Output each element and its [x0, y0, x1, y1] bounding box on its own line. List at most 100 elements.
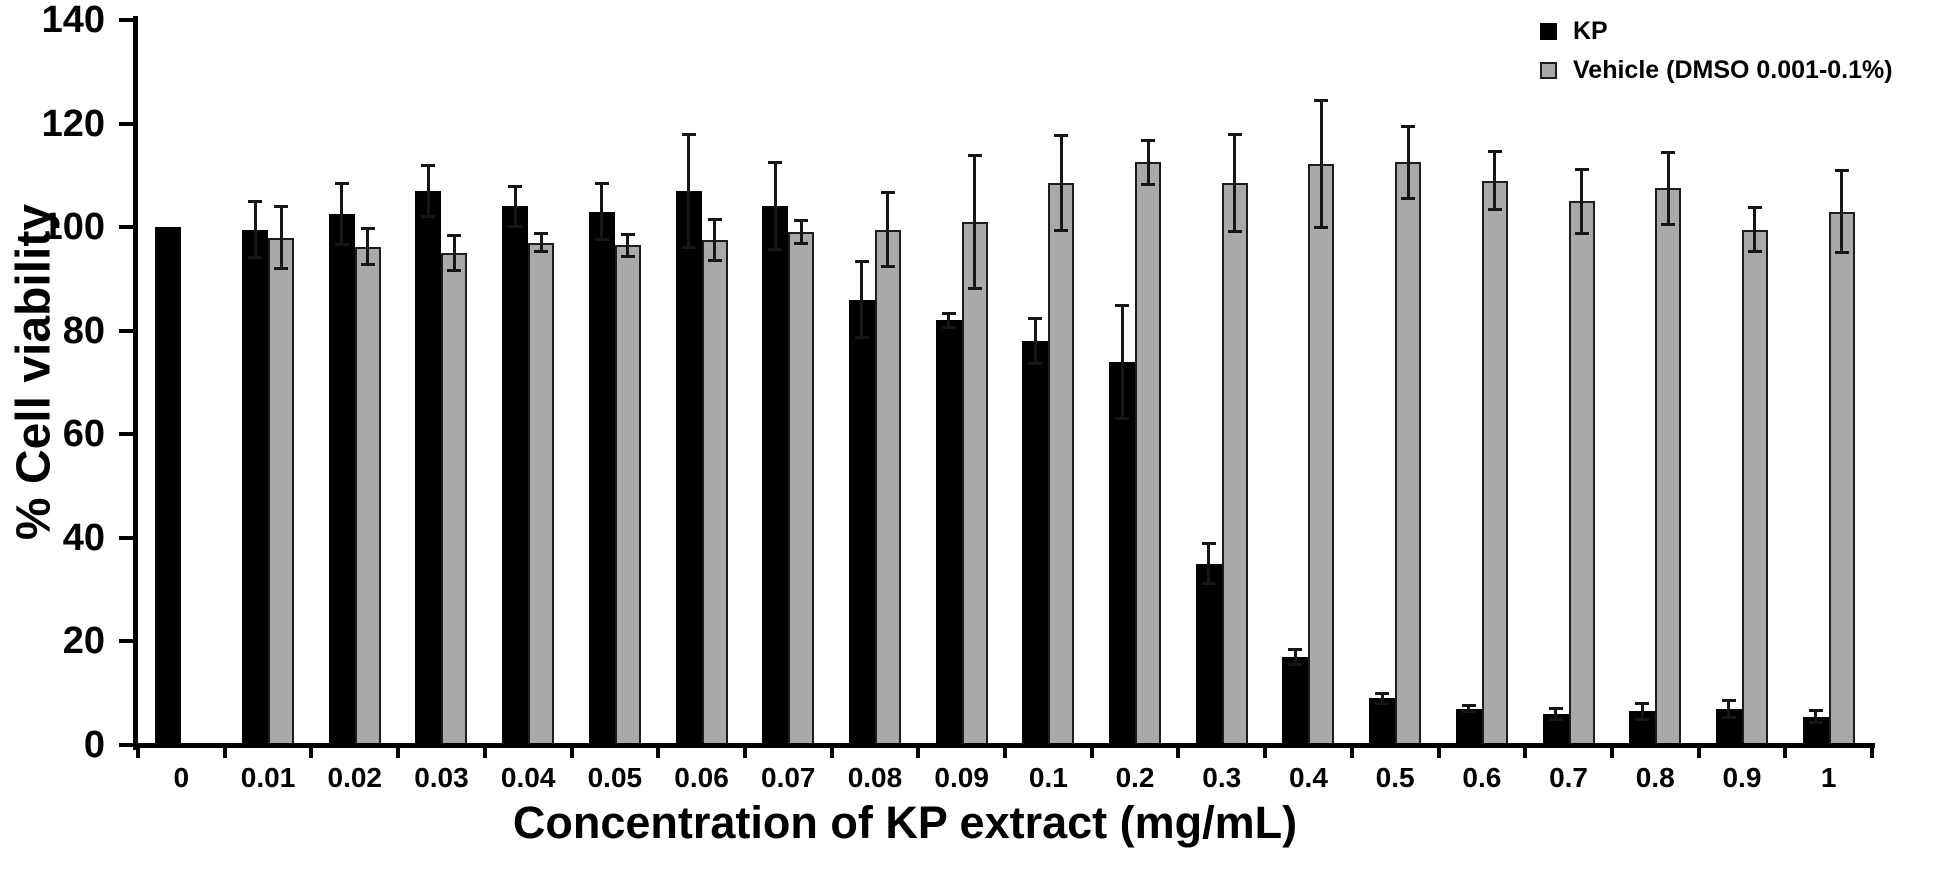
x-tick-label: 0.7 [1549, 762, 1589, 793]
error-bar-cap-top [248, 200, 263, 204]
bar-kp-0.2 [1109, 361, 1136, 745]
error-bar-cap-bottom [534, 250, 549, 253]
error-bar-cap-top [274, 205, 289, 209]
error-bar-cap-top [1054, 133, 1069, 137]
error-bar-line [1467, 705, 1471, 713]
bar-vehicle-0.2 [1135, 162, 1162, 745]
x-tick-label: 0.6 [1462, 762, 1502, 793]
x-tick-mark [1089, 745, 1094, 758]
error-bar-cap-bottom [967, 287, 982, 291]
error-bar-cap-bottom [1141, 182, 1156, 186]
bar-kp-0.03 [415, 190, 442, 745]
error-bar-cap-top [447, 233, 462, 237]
error-bar-line [1406, 126, 1410, 199]
error-bar-cap-bottom [768, 248, 783, 252]
x-tick-mark [916, 745, 921, 758]
legend: KP Vehicle (DMSO 0.001-0.1%) [1540, 16, 1893, 94]
error-bar-cap-bottom [1721, 715, 1736, 719]
x-tick-mark [1176, 745, 1181, 758]
x-tick-mark [1263, 745, 1268, 758]
error-bar-cap-bottom [421, 214, 436, 218]
y-tick-label: 0 [83, 724, 105, 766]
error-bar-cap-top [1401, 125, 1416, 129]
error-bar-cap-bottom [880, 265, 895, 269]
error-bar-line [1840, 170, 1844, 254]
error-bar-cap-bottom [508, 225, 523, 229]
error-bar-cap-bottom [854, 336, 869, 340]
y-tick-label: 40 [62, 516, 105, 559]
error-bar-cap-bottom [1314, 225, 1329, 229]
x-tick-mark [482, 745, 487, 758]
x-tick-mark [1783, 745, 1788, 758]
error-bar-cap-top [1834, 169, 1849, 173]
error-bar-cap-top [1487, 150, 1502, 154]
x-axis-line [133, 743, 1875, 748]
error-bar-cap-top [620, 232, 635, 236]
x-tick-mark [742, 745, 747, 758]
legend-item-vehicle: Vehicle (DMSO 0.001-0.1%) [1540, 55, 1893, 85]
error-bar-line [539, 233, 543, 252]
x-tick-label: 0.1 [1028, 762, 1068, 793]
error-bar-cap-top [1808, 709, 1823, 713]
y-tick-label: 80 [62, 309, 105, 352]
error-bar-cap-bottom [334, 243, 349, 247]
error-bar-line [1554, 707, 1558, 721]
error-bar-cap-bottom [1834, 251, 1849, 255]
x-tick-label: 0.05 [587, 762, 643, 793]
error-bar-cap-bottom [1747, 250, 1762, 253]
y-tick-mark [119, 743, 133, 747]
x-tick-label: 0.08 [847, 762, 903, 793]
error-bar-cap-top [1288, 648, 1303, 652]
kp-swatch-icon [1540, 22, 1557, 40]
error-bar-cap-bottom [360, 263, 375, 267]
error-bar-line [366, 228, 370, 266]
error-bar-cap-top [681, 132, 696, 136]
y-axis-line [133, 16, 138, 750]
bar-kp-0.04 [502, 206, 529, 745]
y-tick-mark [119, 225, 133, 230]
bar-kp-0 [155, 227, 182, 745]
error-bar-cap-bottom [1054, 229, 1069, 233]
x-tick-label: 0.3 [1202, 762, 1242, 793]
error-bar-cap-bottom [447, 269, 462, 273]
y-tick-label: 60 [62, 413, 105, 456]
bar-kp-0.6 [1455, 708, 1482, 745]
error-bar-cap-bottom [274, 266, 289, 270]
error-bar-cap-top [1028, 316, 1043, 320]
bar-vehicle-0.9 [1741, 229, 1768, 745]
error-bar-line [713, 219, 717, 261]
error-bar-line [426, 165, 430, 217]
error-bar-cap-top [1461, 704, 1476, 708]
x-tick-label: 0.04 [500, 762, 556, 793]
x-tick-label: 0.5 [1375, 762, 1415, 793]
error-bar-line [1233, 133, 1237, 233]
x-tick-label: 0.02 [327, 762, 383, 793]
bar-vehicle-0.7 [1568, 201, 1595, 745]
y-tick-mark [119, 535, 133, 540]
bar-vehicle-0.07 [788, 232, 815, 745]
x-tick-mark [1523, 745, 1528, 758]
error-bar-line [973, 154, 977, 290]
x-tick-mark [396, 745, 401, 758]
error-bar-cap-top [1747, 206, 1762, 210]
bar-vehicle-1 [1828, 211, 1855, 745]
bar-vehicle-0.6 [1481, 180, 1508, 745]
error-bar-cap-bottom [248, 256, 263, 260]
error-bar-line [687, 133, 691, 248]
bar-kp-0.02 [328, 214, 355, 745]
error-bar-cap-top [1115, 303, 1130, 307]
y-tick-label: 140 [41, 0, 105, 41]
error-bar-line [1580, 168, 1584, 234]
error-bar-line [513, 185, 517, 228]
bar-vehicle-0.04 [528, 242, 555, 745]
error-bar-cap-bottom [1574, 231, 1589, 235]
error-bar-cap-top [880, 191, 895, 195]
x-tick-mark [1870, 745, 1874, 758]
bar-kp-0.1 [1022, 341, 1049, 745]
error-bar-line [253, 201, 257, 259]
bar-kp-0.05 [588, 211, 615, 745]
error-bar-line [947, 312, 951, 329]
error-bar-cap-bottom [1227, 230, 1242, 234]
bar-vehicle-0.5 [1395, 162, 1422, 745]
bar-kp-0.5 [1369, 698, 1396, 745]
